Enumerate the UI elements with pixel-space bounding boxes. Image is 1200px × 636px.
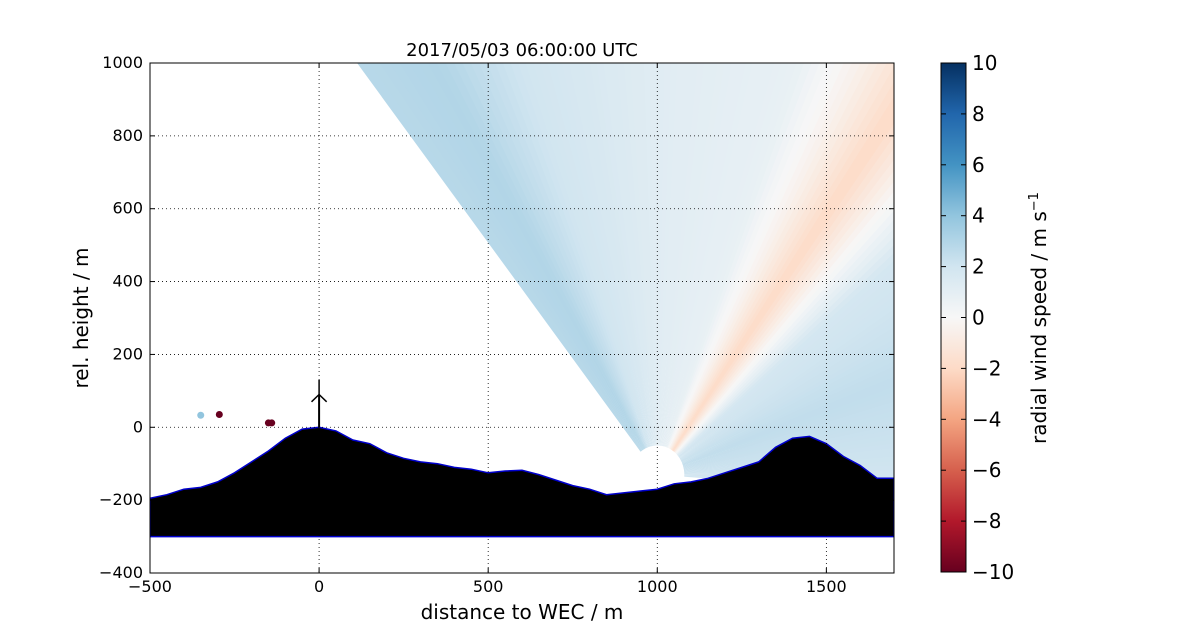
plot-frame <box>149 62 895 574</box>
scan-beam <box>664 63 775 447</box>
y-tick-label: 200 <box>112 344 143 363</box>
y-tick-label: 0 <box>133 417 143 436</box>
scan-beam <box>667 63 820 448</box>
colorbar-ticks: 10 8 6 4 2 0 −2 −4 −6 −8 −10 <box>941 51 1014 584</box>
scan-beam <box>659 63 698 446</box>
terrain <box>150 426 894 538</box>
scan-beam <box>658 63 684 446</box>
y-tick-label: 600 <box>112 199 143 218</box>
outlier-point <box>215 411 223 419</box>
scan-beam <box>656 63 664 446</box>
scan-beam <box>670 63 887 450</box>
colorbar-tick-label: 4 <box>972 204 985 228</box>
scan-beam <box>659 63 691 446</box>
colorbar-tick-label: −10 <box>972 560 1014 584</box>
y-tick-label: 400 <box>112 272 143 291</box>
radial-wind-field <box>357 63 894 493</box>
scan-beam <box>661 63 725 446</box>
outlier-point <box>268 419 276 427</box>
scan-beam <box>665 63 782 447</box>
colorbar-label: radial wind speed / m s−1 <box>1027 192 1051 444</box>
colorbar-tick-label: −8 <box>972 509 1001 533</box>
y-tick-label: −200 <box>99 490 143 509</box>
scan-beam <box>657 63 671 446</box>
scan-beam <box>666 63 797 448</box>
scan-beam <box>669 63 852 449</box>
y-axis-label: rel. height / m <box>69 247 93 388</box>
wec-blade <box>310 393 320 403</box>
scan-beam <box>661 63 732 446</box>
scan-beam <box>666 63 804 448</box>
chart-title: 2017/05/03 06:00:00 UTC <box>406 40 638 61</box>
scan-beam <box>666 63 812 448</box>
x-tick-label: 0 <box>314 577 324 596</box>
scan-beam <box>664 63 767 447</box>
scan-layer <box>150 63 894 538</box>
wec-blade <box>318 393 328 403</box>
scan-beam <box>667 63 828 448</box>
y-tick-label: 800 <box>112 126 143 145</box>
colorbar-tick-label: −6 <box>972 458 1001 482</box>
y-tick-label: 1000 <box>102 53 143 72</box>
x-tick-label: 1500 <box>806 577 847 596</box>
scan-beam <box>662 63 739 447</box>
scan-beam <box>669 63 861 449</box>
scan-beam <box>663 63 753 447</box>
x-tick-label: 500 <box>473 577 504 596</box>
scan-beam <box>658 63 678 446</box>
y-tick-label: −400 <box>99 563 143 582</box>
x-axis: −500 0 500 1000 1500 <box>128 63 847 596</box>
colorbar-tick-label: 6 <box>972 153 985 177</box>
x-tick-label: −500 <box>128 577 172 596</box>
colorbar-tick-label: 8 <box>972 102 985 126</box>
colorbar-tick-label: 2 <box>972 255 985 279</box>
y-axis: −400 −200 0 200 400 600 800 1000 <box>99 53 894 582</box>
scan-beam <box>668 63 844 449</box>
scan-beam <box>663 63 760 447</box>
scan-beam <box>661 63 718 446</box>
grid <box>150 63 894 573</box>
colorbar-tick-label: 10 <box>972 51 997 75</box>
scan-beam <box>669 63 870 450</box>
colorbar-tick-label: 0 <box>972 306 985 330</box>
colorbar-tick-label: −4 <box>972 407 1001 431</box>
scan-beam <box>660 63 711 446</box>
colorbar-tick-label: −2 <box>972 356 1001 380</box>
scan-beam <box>668 63 836 449</box>
x-axis-label: distance to WEC / m <box>421 600 624 624</box>
scan-beam <box>662 63 746 447</box>
scan-beam <box>671 63 894 450</box>
scan-beam <box>660 63 705 446</box>
x-tick-label: 1000 <box>637 577 678 596</box>
scan-beam <box>665 63 789 448</box>
colorbar: 10 8 6 4 2 0 −2 −4 −6 −8 −10 radial wind speed / m… <box>940 51 1051 584</box>
outlier-point <box>197 411 205 419</box>
outlier-points <box>197 411 276 427</box>
